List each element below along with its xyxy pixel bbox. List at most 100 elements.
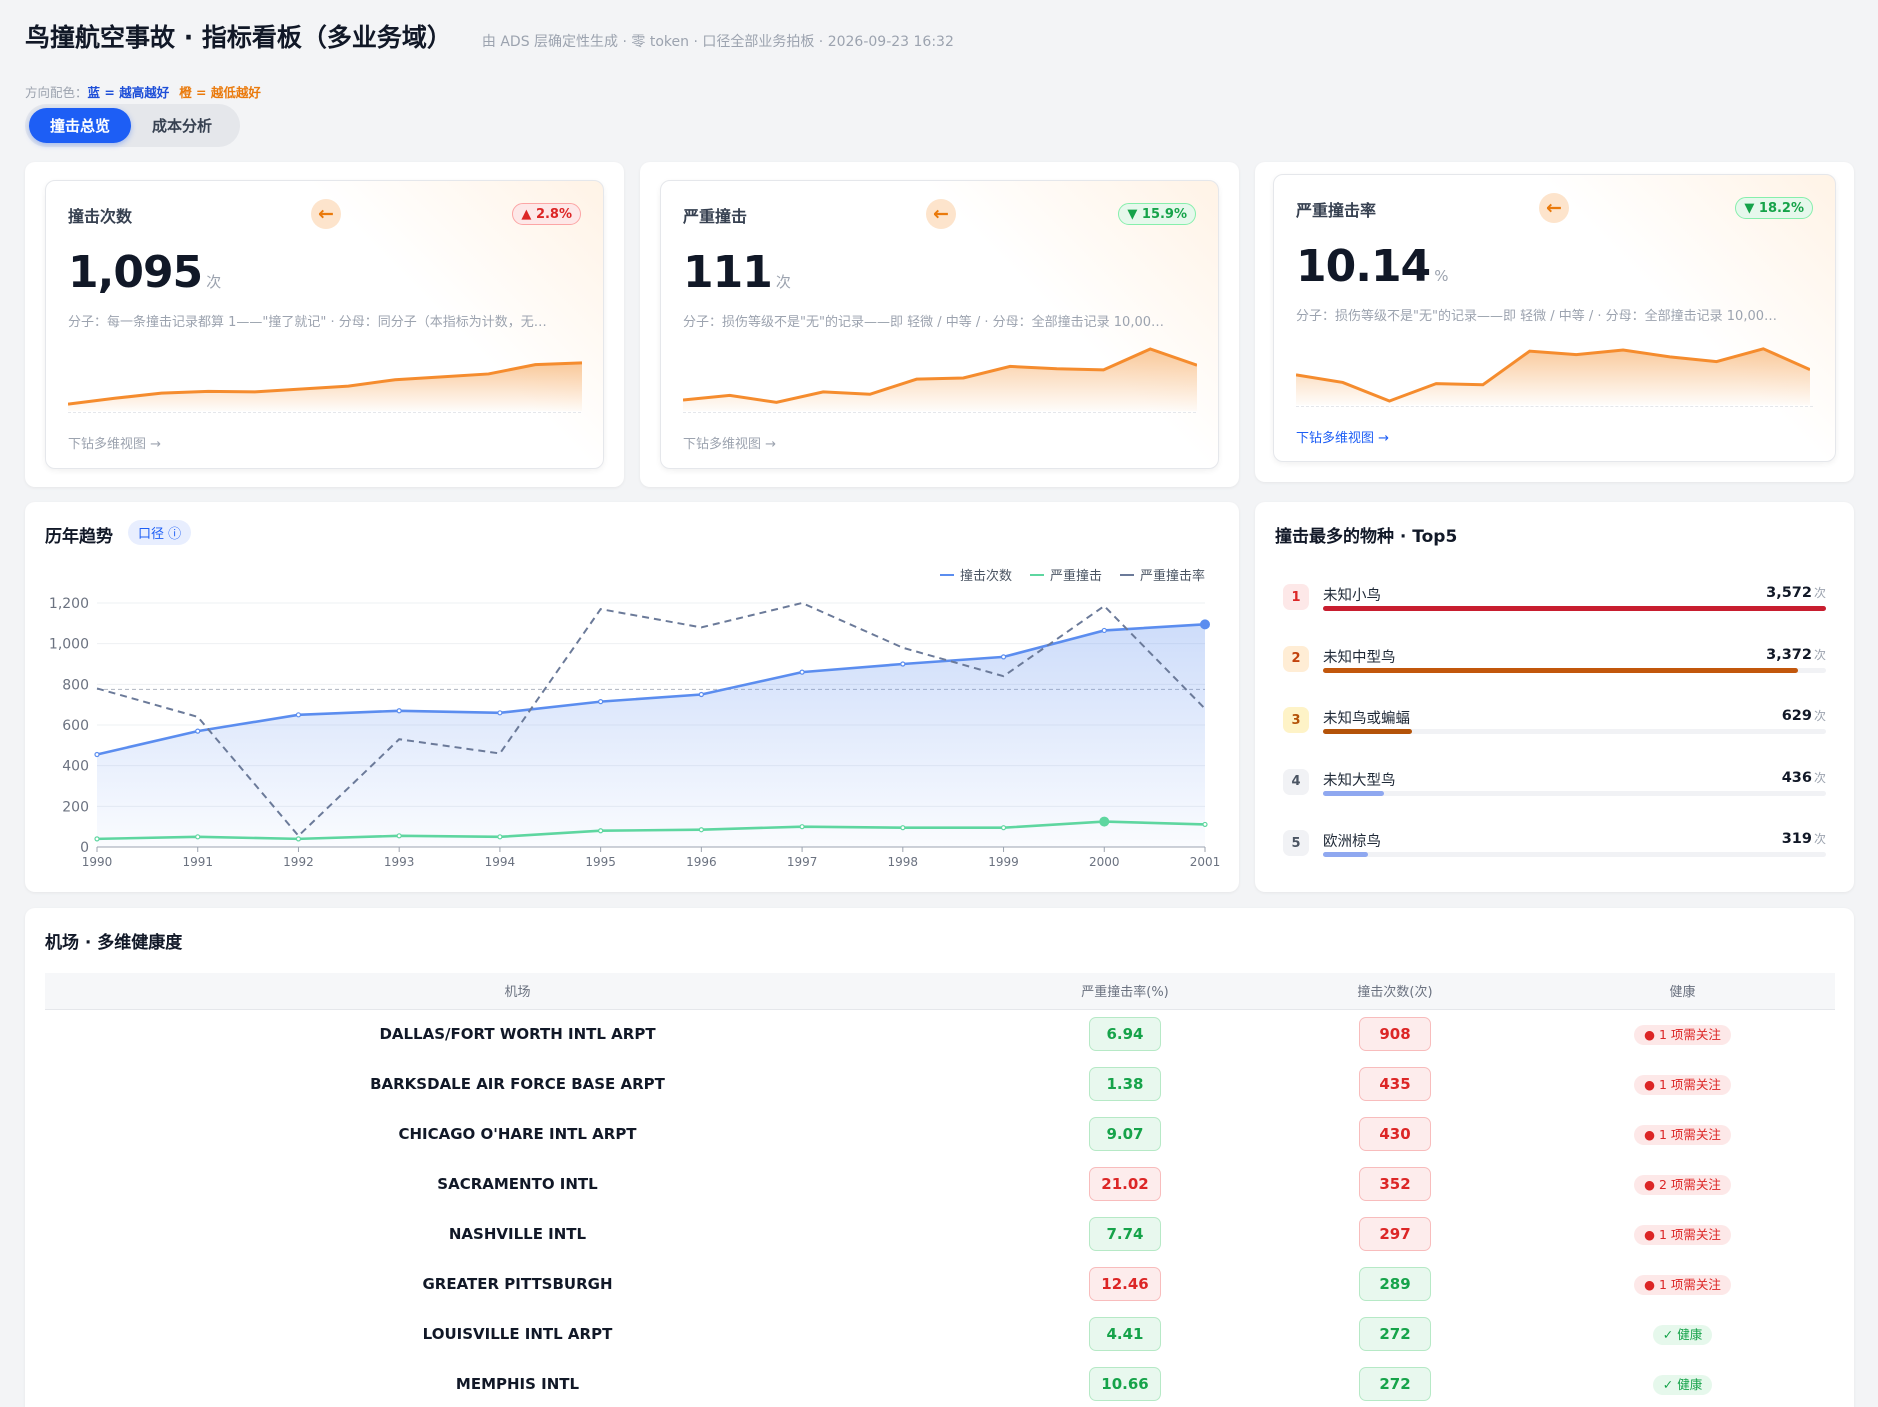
data-point — [1200, 619, 1210, 630]
top5-panel: 撞击最多的物种 · Top5 1 未知小鸟 3,572 次 2 未知中型鸟 3,372 次 3 未… — [1255, 502, 1854, 892]
data-point — [1000, 825, 1007, 831]
series-line — [96, 601, 1206, 838]
data-point — [94, 836, 100, 842]
tab-overview[interactable]: 撞击总览 — [29, 108, 132, 143]
species-value-unit: 次 — [1813, 770, 1826, 785]
data-point — [497, 834, 503, 840]
y-tick-label: 400 — [62, 759, 89, 775]
tab-cost-analysis[interactable]: 成本分析 — [152, 117, 213, 135]
health-cell: ● 1 项需关注 — [1530, 1009, 1835, 1059]
top5-item[interactable]: 3 未知鸟或蝙蝠 629 次 — [1283, 703, 1826, 743]
airport-name: NASHVILLE INTL — [448, 1225, 587, 1243]
rank-badge: 5 — [1283, 830, 1309, 856]
severe-rate-cell: 1.38 — [990, 1059, 1260, 1109]
table-row[interactable]: BARKSDALE AIR FORCE BASE ARPT 1.38 435 ● 1 … — [45, 1059, 1835, 1109]
legend-item-strikes[interactable]: 撞击次数 — [939, 565, 1012, 584]
health-cell: ● 1 项需关注 — [1530, 1059, 1835, 1109]
top5-item[interactable]: 4 未知大型鸟 436 次 — [1283, 765, 1826, 805]
y-tick-label: 1,200 — [49, 596, 89, 612]
kpi-formula: 分子：损伤等级不是"无"的记录——即 轻微 / 中等 / · 分母：全部撞击记录… — [683, 315, 1164, 330]
airport-name: SACRAMENTO INTL — [437, 1175, 598, 1193]
species-value: 629 次 — [1782, 707, 1826, 724]
health-badge: ● 2 项需关注 — [1634, 1174, 1731, 1195]
legend-item-severe-rate[interactable]: 严重撞击率 — [1119, 565, 1205, 584]
legend-swatch — [939, 573, 954, 576]
top5-item[interactable]: 2 未知中型鸟 3,372 次 — [1283, 642, 1826, 682]
species-bar-fill — [1323, 729, 1412, 734]
kpi-card-inner[interactable]: 撞击次数 ← ▲ 2.8% 1,095 次 分子：每一条撞击记录都算 1——"撞了… — [45, 180, 604, 469]
data-point — [598, 828, 604, 834]
health-cell: ● 2 项需关注 — [1530, 1159, 1835, 1209]
kpi-value-number: 1,095 — [68, 247, 203, 298]
column-header-strike-count[interactable]: 撞击次数(次) — [1260, 973, 1530, 1010]
data-point — [598, 699, 604, 705]
species-name: 未知小鸟 — [1323, 588, 1381, 604]
species-name: 未知大型鸟 — [1323, 772, 1396, 789]
kpi-sparkline — [68, 361, 582, 411]
kpi-value-unit: 次 — [206, 273, 222, 291]
strike-count-pill: 430 — [1359, 1117, 1431, 1151]
airport-name: DALLAS/FORT WORTH INTL ARPT — [379, 1025, 656, 1044]
drilldown-link[interactable]: 下钻多维视图 → — [1296, 431, 1390, 446]
kpi-formula: 分子：每一条撞击记录都算 1——"撞了就记" · 分母：同分子（本指标为计数，无… — [68, 315, 547, 330]
legend-label: 严重撞击率 — [1139, 569, 1205, 584]
series-area — [97, 624, 1205, 847]
kpi-name: 严重撞击 — [683, 207, 748, 226]
airport-title: 机场 · 多维健康度 — [45, 933, 183, 953]
severe-rate-pill: 10.66 — [1089, 1367, 1161, 1401]
table-row[interactable]: MEMPHIS INTL 10.66 272 ✓ 健康 — [45, 1359, 1835, 1407]
species-bar-fill — [1323, 667, 1798, 673]
kpi-change-badge: ▲ 2.8% — [512, 203, 581, 225]
rank-badge: 3 — [1283, 707, 1309, 733]
species-bar-track — [1323, 667, 1826, 673]
kpi-value: 10.14% — [1296, 241, 1448, 292]
table-row[interactable]: CHICAGO O'HARE INTL ARPT 9.07 430 ● 1 项需关注 — [45, 1109, 1835, 1159]
legend-swatch — [1029, 573, 1044, 576]
kpi-card-inner[interactable]: 严重撞击 ← ▼ 15.9% 111 次 分子：损伤等级不是"无"的记录——即 轻… — [660, 180, 1219, 469]
x-tick-label: 2001 — [1190, 855, 1221, 869]
table-row[interactable]: LOUISVILLE INTL ARPT 4.41 272 ✓ 健康 — [45, 1309, 1835, 1359]
table-row[interactable]: NASHVILLE INTL 7.74 297 ● 1 项需关注 — [45, 1209, 1835, 1259]
airport-panel: 机场 · 多维健康度 机场 严重撞击率(%) 撞击次数(次) 健康 DALLAS… — [25, 908, 1854, 1407]
data-point — [195, 834, 201, 840]
direction-legend-prefix: 方向配色： — [25, 85, 88, 100]
health-badge: ● 1 项需关注 — [1634, 1124, 1731, 1145]
data-point — [396, 833, 402, 839]
drilldown-link[interactable]: 下钻多维视图 → — [68, 437, 162, 452]
top5-item[interactable]: 1 未知小鸟 3,572 次 — [1283, 580, 1826, 620]
health-cell: ✓ 健康 — [1530, 1309, 1835, 1359]
species-value: 319 次 — [1782, 830, 1826, 847]
trend-chart: 0 200 400 600 800 1,000 1,200 1990 1991 1992 1993 1… — [49, 596, 1221, 869]
column-header-severe-rate[interactable]: 严重撞击率(%) — [990, 973, 1260, 1010]
severe-rate-cell: 6.94 — [990, 1009, 1260, 1059]
airport-table: 机场 严重撞击率(%) 撞击次数(次) 健康 DALLAS/FORT WORTH… — [45, 973, 1835, 1407]
data-point — [1000, 654, 1007, 660]
kpi-value-number: 111 — [683, 247, 773, 298]
column-header-airport[interactable]: 机场 — [45, 973, 990, 1010]
airport-name: CHICAGO O'HARE INTL ARPT — [398, 1125, 637, 1143]
trend-title: 历年趋势 — [45, 527, 113, 547]
drilldown-link[interactable]: 下钻多维视图 → — [683, 437, 777, 452]
legend-label: 严重撞击 — [1049, 569, 1102, 584]
health-badge: ● 1 项需关注 — [1634, 1074, 1731, 1095]
column-header-health[interactable]: 健康 — [1530, 973, 1835, 1010]
arrow-left-icon: ← — [1539, 193, 1569, 223]
table-row[interactable]: GREATER PITTSBURGH 12.46 289 ● 1 项需关注 — [45, 1259, 1835, 1309]
x-tick-label: 1993 — [384, 855, 415, 869]
caliber-info-button[interactable]: 口径 ⓘ — [128, 520, 192, 545]
data-point — [799, 824, 805, 830]
table-row[interactable]: DALLAS/FORT WORTH INTL ARPT 6.94 908 ● 1 项需… — [45, 1009, 1835, 1059]
species-value-number: 319 — [1781, 831, 1812, 847]
x-tick-label: 1994 — [485, 855, 516, 869]
tab-bar: 撞击总览 成本分析 — [25, 104, 240, 147]
top5-item[interactable]: 5 欧洲椋鸟 319 次 — [1283, 826, 1826, 866]
species-bar-fill — [1323, 852, 1368, 857]
table-row[interactable]: SACRAMENTO INTL 21.02 352 ● 2 项需关注 — [45, 1159, 1835, 1209]
kpi-sparkline — [683, 347, 1197, 411]
kpi-card-inner[interactable]: 严重撞击率 ← ▼ 18.2% 10.14% 分子：损伤等级不是"无"的记录——… — [1273, 174, 1836, 462]
severe-rate-pill: 4.41 — [1089, 1317, 1161, 1351]
health-badge: ● 1 项需关注 — [1634, 1224, 1731, 1245]
arrow-left-icon: ← — [926, 199, 956, 229]
x-tick-label: 1992 — [283, 855, 314, 869]
legend-item-severe[interactable]: 严重撞击 — [1029, 565, 1102, 584]
